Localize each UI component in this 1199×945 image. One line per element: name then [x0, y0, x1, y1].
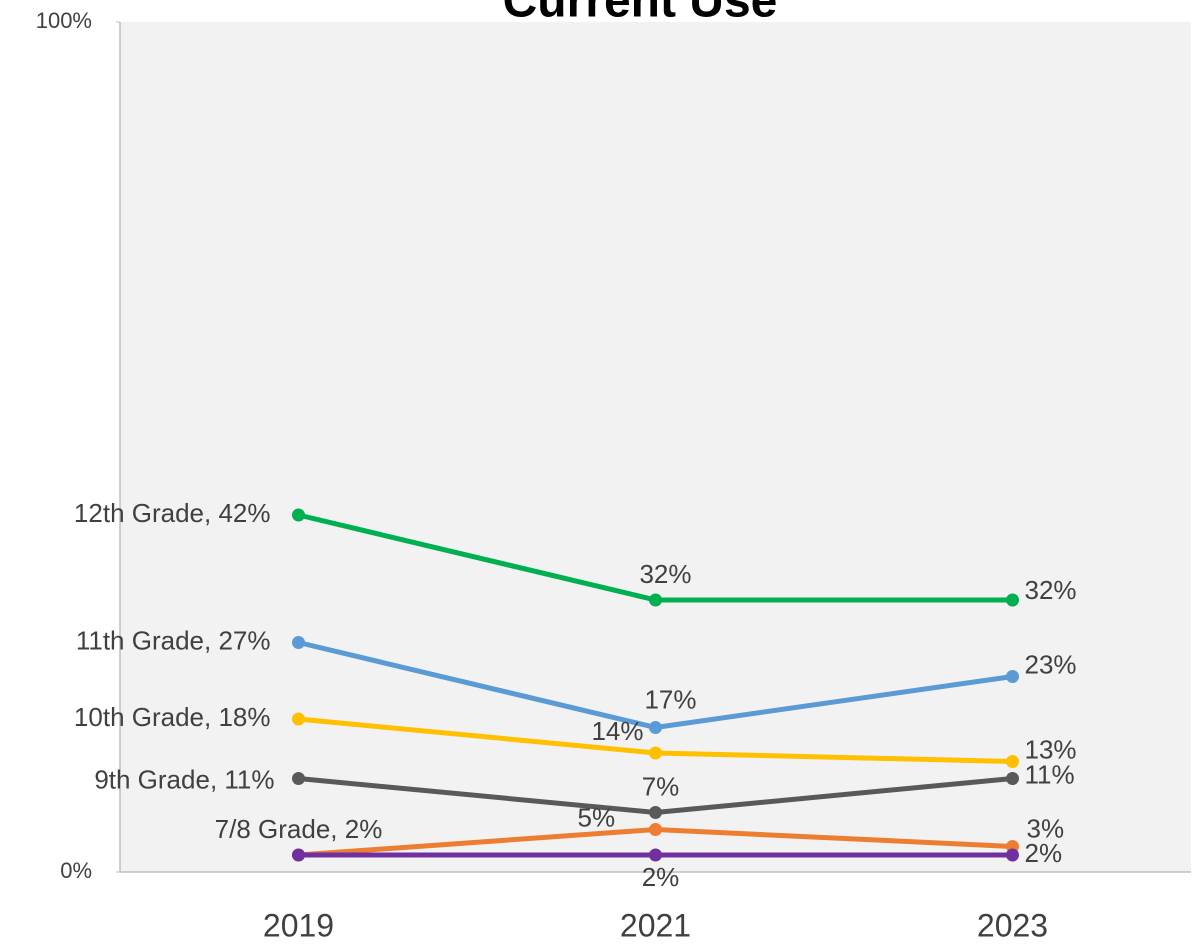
data-label: 14% — [591, 716, 643, 746]
data-label: 11th Grade, 27% — [76, 625, 271, 655]
data-point — [1006, 593, 1019, 607]
data-label: 2% — [1025, 838, 1063, 868]
data-label: 3% — [1027, 813, 1065, 843]
x-tick-label: 2023 — [977, 907, 1048, 943]
data-point — [1006, 848, 1019, 862]
data-point — [292, 636, 305, 649]
data-label: 32% — [1025, 575, 1077, 605]
data-label: 17% — [644, 684, 696, 714]
data-point — [649, 593, 662, 607]
data-label: 5% — [578, 802, 616, 832]
data-label: 23% — [1025, 649, 1077, 679]
data-point — [649, 721, 662, 734]
x-tick-label: 2019 — [263, 907, 334, 943]
data-label: 7/8 Grade, 2% — [215, 814, 383, 844]
data-label: 11% — [1025, 759, 1075, 789]
data-point — [292, 772, 305, 785]
data-point — [1006, 772, 1019, 785]
data-label: 32% — [639, 559, 691, 589]
data-point — [1006, 670, 1019, 683]
data-label: 12th Grade, 42% — [74, 498, 271, 528]
data-point — [649, 823, 662, 836]
data-point — [649, 806, 662, 819]
y-tick-label: 100% — [36, 8, 92, 33]
data-point — [649, 848, 662, 862]
data-point — [649, 746, 662, 760]
data-label: 2% — [642, 862, 680, 892]
data-point — [1006, 755, 1019, 768]
data-label: 10th Grade, 18% — [74, 702, 271, 732]
data-label: 9th Grade, 11% — [94, 764, 274, 794]
data-point — [292, 848, 305, 862]
data-label: 7% — [642, 771, 680, 801]
data-point — [292, 508, 305, 522]
chart-title: Current Use — [503, 0, 778, 28]
data-label: 13% — [1025, 734, 1077, 764]
data-point — [292, 712, 305, 726]
y-tick-label: 0% — [60, 858, 92, 883]
x-tick-label: 2021 — [620, 907, 691, 943]
